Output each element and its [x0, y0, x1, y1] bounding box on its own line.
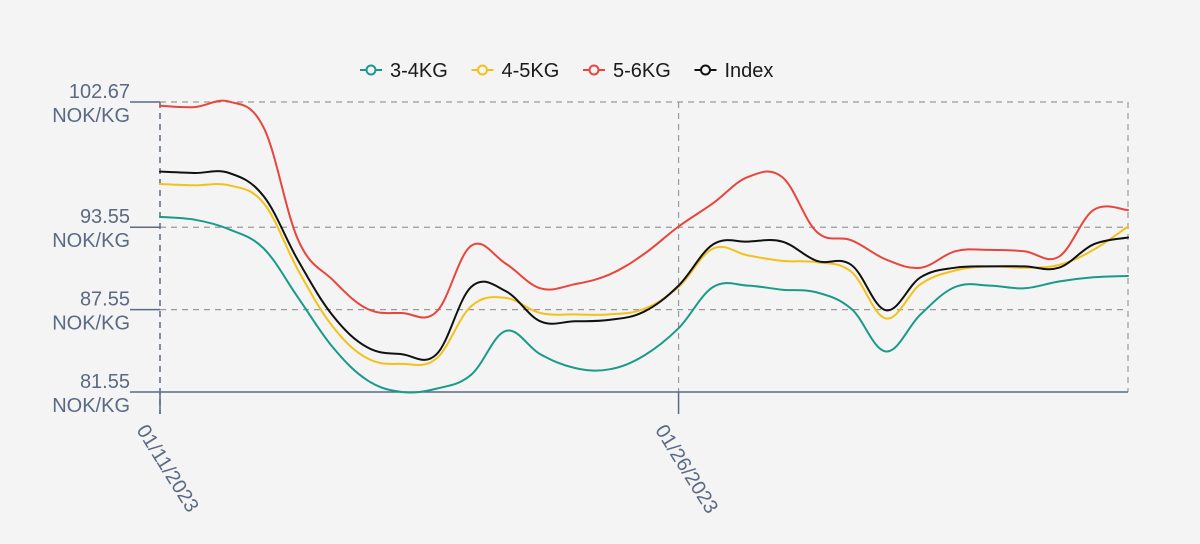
y-tick-value: 93.55 [80, 206, 130, 228]
x-tick-label: 01/26/2023 [650, 421, 722, 518]
axes [130, 101, 1128, 414]
grid-lines [160, 101, 1129, 392]
legend-label: 4-5KG [502, 60, 560, 82]
series-lines [159, 99, 1129, 394]
legend-swatch-marker [477, 64, 488, 76]
legend-item-4-5kg: 4-5KG [471, 60, 560, 82]
y-axis-ticks: 81.55NOK/KG87.55NOK/KG93.55NOK/KG102.67N… [52, 81, 130, 417]
legend-swatch-marker [365, 64, 377, 76]
y-tick-unit: NOK/KG [52, 105, 130, 127]
legend-label: 3-4KG [390, 60, 448, 82]
x-axis-ticks: 01/11/2023 01/26/2023 [132, 421, 722, 518]
y-tick-value: 102.67 [69, 81, 130, 103]
legend-label: Index [725, 60, 774, 82]
series-line-3-4kg [159, 215, 1129, 394]
legend-swatch-marker [700, 64, 711, 76]
y-tick-value: 87.55 [80, 289, 130, 311]
y-tick-value: 81.55 [80, 371, 130, 393]
legend-label: 5-6KG [613, 60, 671, 82]
y-tick-unit: NOK/KG [52, 395, 130, 417]
legend: 3-4KG 4-5KG 5-6KG Index [360, 60, 773, 82]
x-tick-label: 01/11/2023 [132, 421, 203, 516]
legend-item-index: Index [694, 60, 774, 82]
legend-item-3-4kg: 3-4KG [360, 60, 448, 82]
series-line-5-6kg [159, 99, 1129, 319]
legend-item-5-6kg: 5-6KG [583, 60, 671, 82]
y-tick-unit: NOK/KG [52, 313, 130, 335]
y-tick-unit: NOK/KG [52, 230, 130, 252]
legend-swatch-marker [588, 64, 600, 76]
series-line-4-5kg [159, 182, 1129, 367]
series-line-index [159, 170, 1129, 361]
